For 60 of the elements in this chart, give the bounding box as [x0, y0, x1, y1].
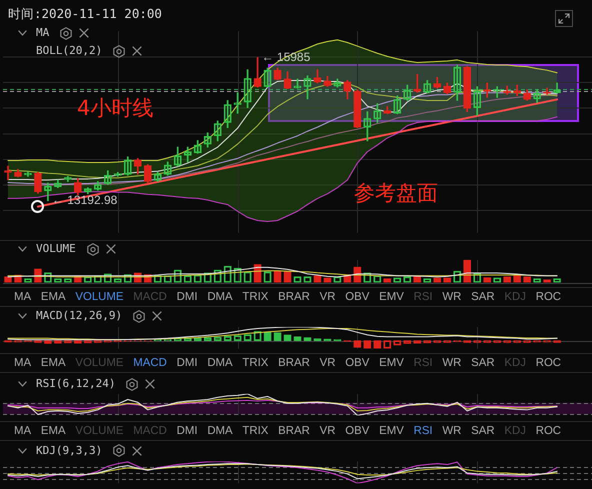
text: ROC [536, 356, 562, 372]
text: VR [320, 424, 336, 438]
text: BRAR [278, 356, 310, 372]
chart-title: 时间:2020-11-11 20:00 [8, 5, 162, 23]
text: DMI [176, 356, 198, 372]
text: ROC [536, 290, 562, 304]
text: EMA [40, 356, 66, 372]
chart-title: VOLUME [36, 241, 76, 257]
chart-title: MACD(12,26,9) [36, 308, 122, 324]
text: WR [442, 424, 462, 438]
text: KDJ [504, 424, 526, 438]
text: VOLUME [75, 290, 124, 304]
text: KDJ [504, 290, 526, 304]
text: TRIX [242, 356, 268, 372]
text: EMV [379, 424, 404, 438]
text: EMA [40, 424, 66, 438]
text: MA [14, 356, 32, 372]
bar [384, 278, 392, 282]
text: OBV [345, 290, 370, 304]
text: VR [320, 290, 336, 304]
chart-title: RSI(6,12,24) [36, 376, 116, 392]
text: RSI [414, 424, 433, 438]
text: TRIX [242, 290, 268, 304]
annotation: 4小时线 [77, 95, 154, 121]
text: DMA [207, 356, 233, 372]
text: OBV [345, 356, 370, 372]
text: VOLUME [75, 424, 124, 438]
text: VOLUME [75, 356, 124, 372]
text: RSI [414, 356, 433, 372]
text: EMA [40, 290, 66, 304]
text: OBV [345, 424, 370, 438]
annotation: 参考盘面 [354, 180, 438, 206]
text: TRIX [242, 424, 268, 438]
text: MACD [133, 290, 167, 304]
text: BRAR [278, 290, 310, 304]
text: VR [320, 356, 336, 372]
text: KDJ [504, 356, 526, 372]
text: WR [442, 356, 462, 372]
text: WR [442, 290, 462, 304]
text: BRAR [278, 424, 310, 438]
annotation: MA [36, 25, 50, 41]
text: RSI [414, 290, 433, 304]
text: EMV [379, 290, 404, 304]
text: MA [14, 424, 32, 438]
chart-title: KDJ(9,3,3) [36, 442, 102, 458]
text: MACD [133, 424, 167, 438]
text: EMV [379, 356, 404, 372]
text: DMI [176, 290, 198, 304]
text: MACD [133, 356, 167, 372]
text: DMA [207, 424, 233, 438]
candlestick [4, 166, 12, 180]
text: DMI [176, 424, 198, 438]
annotation: BOLL(20,2) [36, 43, 102, 59]
bar [294, 336, 302, 341]
text: MA [14, 290, 32, 304]
text: DMA [207, 290, 233, 304]
text: SAR [471, 290, 495, 304]
text: ROC [536, 424, 562, 438]
text: SAR [471, 356, 495, 372]
text: SAR [471, 424, 495, 438]
